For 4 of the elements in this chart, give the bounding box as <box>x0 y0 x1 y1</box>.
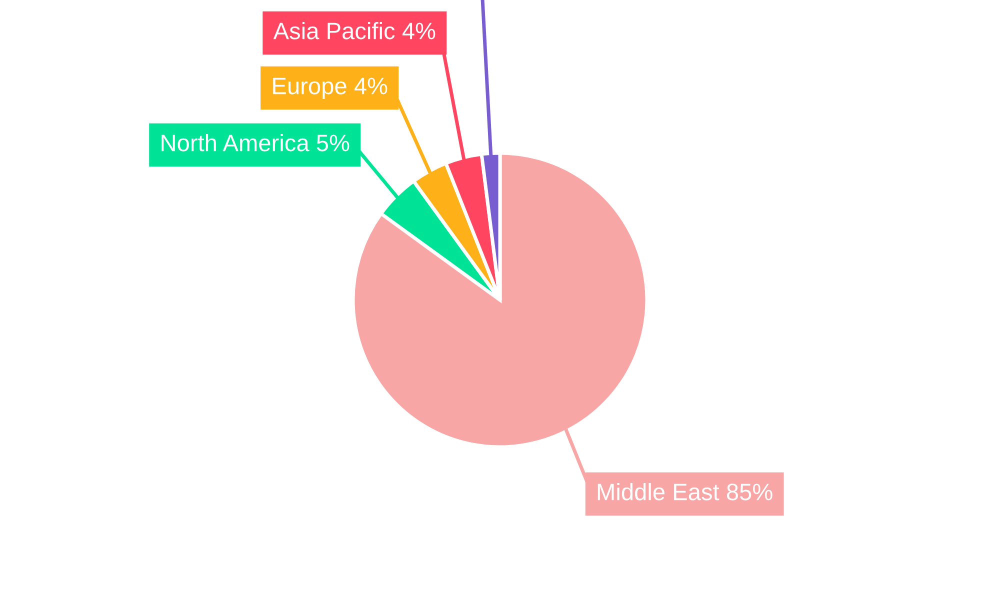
slice-label: Asia Pacific 4% <box>273 22 436 40</box>
slice-label: Middle East 85% <box>598 482 772 500</box>
slice-label: Europe 4% <box>273 78 388 100</box>
slice-label: North America 5% <box>162 134 350 152</box>
